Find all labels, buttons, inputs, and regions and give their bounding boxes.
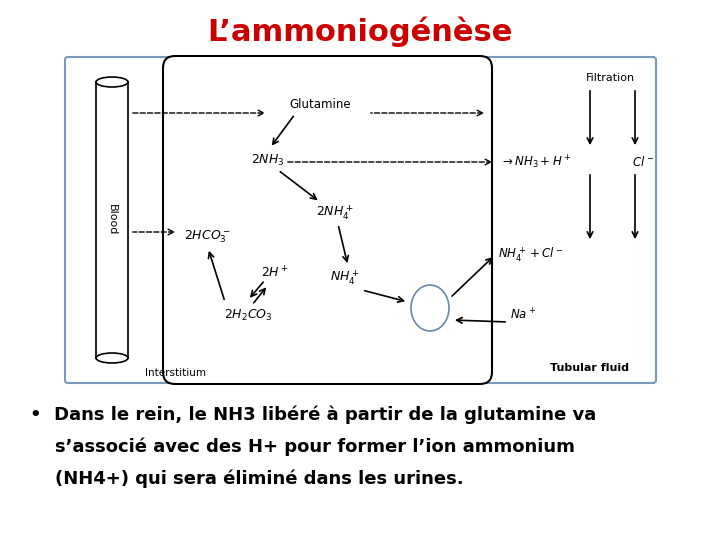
FancyBboxPatch shape bbox=[163, 56, 492, 384]
FancyBboxPatch shape bbox=[65, 57, 656, 383]
Text: •  Dans le rein, le NH3 libéré à partir de la glutamine va: • Dans le rein, le NH3 libéré à partir d… bbox=[30, 406, 596, 424]
Text: $Na^+$: $Na^+$ bbox=[510, 307, 536, 322]
Bar bbox=[96, 82, 128, 358]
Text: Tubular fluid: Tubular fluid bbox=[551, 363, 629, 373]
Text: $2H^+$: $2H^+$ bbox=[261, 265, 289, 281]
Text: Interstitium: Interstitium bbox=[145, 368, 206, 378]
Ellipse shape bbox=[96, 77, 128, 87]
Text: s’associé avec des H+ pour former l’ion ammonium: s’associé avec des H+ pour former l’ion … bbox=[30, 438, 575, 456]
Text: Glutamine: Glutamine bbox=[289, 98, 351, 111]
Text: $2NH_3$: $2NH_3$ bbox=[251, 152, 285, 167]
Text: Blood: Blood bbox=[107, 204, 117, 235]
Text: $Cl^-$: $Cl^-$ bbox=[632, 155, 654, 169]
Ellipse shape bbox=[411, 285, 449, 331]
Text: $NH_4^+$: $NH_4^+$ bbox=[330, 268, 360, 287]
Text: Filtration: Filtration bbox=[585, 73, 634, 83]
Text: L’ammoniogénèse: L’ammoniogénèse bbox=[207, 17, 513, 47]
Text: (NH4+) qui sera éliminé dans les urines.: (NH4+) qui sera éliminé dans les urines. bbox=[30, 470, 464, 488]
Ellipse shape bbox=[96, 353, 128, 363]
Text: $2NH_4^+$: $2NH_4^+$ bbox=[316, 204, 354, 222]
Text: $\rightarrow NH_3 + H^+$: $\rightarrow NH_3 + H^+$ bbox=[500, 153, 572, 171]
Text: $2HCO_3^-$: $2HCO_3^-$ bbox=[184, 229, 230, 245]
Text: $NH_4^+ + Cl^-$: $NH_4^+ + Cl^-$ bbox=[498, 246, 564, 265]
Text: $2H_2CO_3$: $2H_2CO_3$ bbox=[224, 307, 272, 322]
